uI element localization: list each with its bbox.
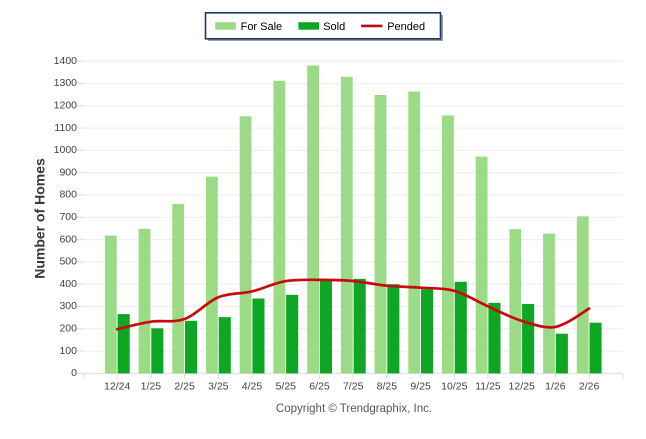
svg-text:1000: 1000 [54,144,78,156]
svg-text:600: 600 [59,233,77,245]
svg-text:1/25: 1/25 [141,381,162,393]
svg-text:6/25: 6/25 [309,381,330,393]
svg-text:1/26: 1/26 [545,381,566,393]
svg-text:500: 500 [59,256,77,268]
svg-text:For Sale: For Sale [241,21,283,33]
svg-text:12/24: 12/24 [104,381,130,393]
svg-text:Copyright © Trendgraphix, Inc.: Copyright © Trendgraphix, Inc. [276,403,432,415]
svg-text:4/25: 4/25 [242,381,263,393]
svg-text:1100: 1100 [54,122,77,134]
svg-text:9/25: 9/25 [410,381,431,393]
svg-text:12/25: 12/25 [509,381,535,393]
svg-text:800: 800 [59,189,77,201]
svg-text:11/25: 11/25 [475,381,501,393]
svg-text:900: 900 [59,166,77,178]
svg-text:700: 700 [59,211,77,223]
svg-text:1400: 1400 [54,55,78,67]
svg-text:1200: 1200 [54,100,78,112]
svg-text:400: 400 [59,278,77,290]
svg-text:Number of Homes: Number of Homes [32,158,48,279]
svg-text:3/25: 3/25 [208,381,229,393]
svg-text:2/26: 2/26 [579,381,600,393]
svg-text:5/25: 5/25 [276,381,297,393]
svg-text:7/25: 7/25 [343,381,364,393]
svg-text:2/25: 2/25 [174,381,195,393]
svg-text:1300: 1300 [54,77,78,89]
svg-text:100: 100 [59,345,77,357]
svg-text:8/25: 8/25 [377,381,398,393]
svg-text:Pended: Pended [387,21,425,33]
svg-text:200: 200 [59,323,77,335]
svg-text:0: 0 [71,367,77,379]
svg-text:10/25: 10/25 [441,381,467,393]
svg-text:300: 300 [59,300,77,312]
svg-text:Sold: Sold [323,21,345,33]
